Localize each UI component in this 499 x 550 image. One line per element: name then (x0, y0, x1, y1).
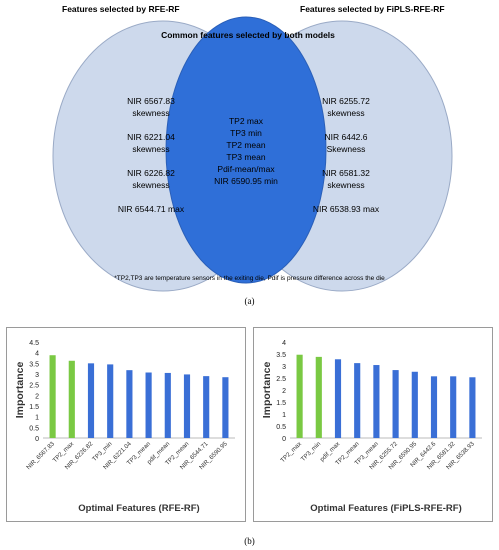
bar-NIR_6221.04 (126, 370, 133, 438)
venn-item: NIR 6567.83 (127, 96, 175, 106)
caption-a: (a) (244, 296, 255, 306)
left-set-title: Features selected by RFE-RF (62, 4, 180, 14)
bar-NIR_6442.6 (430, 376, 438, 438)
y-axis-label: Importance (261, 362, 273, 419)
right-set-title: Features selected by FiPLS-RFE-RF (300, 4, 445, 14)
common-set-ellipse (165, 16, 327, 284)
y-tick-label: 0.5 (29, 425, 39, 432)
x-tick-label: NIR_6567.83 (25, 440, 56, 471)
y-tick-label: 3 (282, 364, 286, 371)
bar-NIR_6255.72 (392, 370, 399, 438)
y-tick-label: 0 (282, 436, 286, 443)
y-tick-label: 3.5 (276, 352, 286, 359)
venn-item: NIR 6544.71 max (117, 204, 185, 214)
venn-footnote: *TP2,TP3 are temperature sensors in the … (114, 275, 385, 282)
venn-item: TP3 min (230, 128, 262, 138)
venn-item: NIR 6590.95 min (214, 176, 278, 186)
common-set-title: Common features selected by both models (161, 30, 335, 40)
y-tick-label: 4 (282, 340, 286, 347)
venn-item: skewness (132, 180, 170, 190)
y-tick-label: 1.5 (276, 400, 286, 407)
x-axis-label: Optimal Features (RFE-RF) (78, 503, 199, 514)
chart-rfe-rf-panel: 0 0.5 1 1.5 2 2.5 3 3.5 4 4.5 NIR_6567.83 TP2_max NI… (6, 327, 246, 522)
bar-TP3_mean (373, 365, 380, 438)
venn-item: NIR 6442.6 (324, 132, 368, 142)
y-tick-label: 3 (35, 372, 39, 379)
chart-rfe-rf: 00.511.522.533.544.5NIR_6567.83TP2_maxNI… (14, 340, 235, 514)
venn-item: skewness (327, 108, 365, 118)
venn-item: NIR 6221.04 (127, 132, 175, 142)
y-axis-label: Importance (14, 362, 26, 419)
left-set-items: NIR 6567.83 skewness NIR 6221.04 skewness NI… (96, 95, 206, 215)
caption-b: (b) (244, 536, 255, 546)
bar-TP3_min (107, 364, 114, 438)
bar-NIR_6581.32 (450, 376, 457, 438)
y-tick-label: 2 (282, 388, 286, 395)
venn-item: Skewness (326, 144, 366, 154)
bar-NIR_6590.95 (222, 377, 229, 438)
bar-pdif_mean (164, 372, 171, 438)
y-tick-label: 4.5 (29, 340, 39, 347)
x-tick-label: TP2_max (279, 440, 303, 464)
venn-item: skewness (132, 144, 170, 154)
chart-fipls-rfe-rf: 00.511.522.533.54TP2_maxTP3_minpdif_maxT… (261, 340, 482, 514)
venn-item: TP2 max (228, 116, 263, 126)
venn-item: NIR 6226.82 (127, 168, 175, 178)
bar-NIR_6538.93 (469, 377, 476, 438)
y-tick-label: 2.5 (29, 383, 39, 390)
bar-NIR_6567.83 (49, 355, 56, 438)
venn-shapes (52, 16, 453, 292)
venn-item: TP2 mean (226, 140, 266, 150)
bar-TP3_min (315, 356, 322, 438)
chart-fipls-rfe-rf-panel: 0 0.5 1 1.5 2 2.5 3 3.5 4 TP2_max TP3_min pdif_max T… (253, 327, 493, 522)
y-tick-label: 1.5 (29, 404, 39, 411)
y-tick-label: 2 (35, 393, 39, 400)
y-tick-label: 2.5 (276, 376, 286, 383)
common-set-items: TP2 max TP3 min TP2 mean TP3 mean Pdif-mean/… (178, 115, 314, 187)
venn-item: TP3 mean (226, 152, 266, 162)
bar-NIR_6544.71 (203, 376, 210, 438)
bar-TP2_max (296, 354, 303, 438)
bar-pdif_max (334, 359, 342, 438)
y-tick-label: 1 (282, 412, 286, 419)
bar-TP3_mean (145, 372, 152, 438)
venn-item: NIR 6538.93 max (312, 204, 380, 214)
bar-NIR_6226.82 (87, 363, 95, 438)
venn-item: NIR 6581.32 (322, 168, 370, 178)
venn-item: skewness (132, 108, 170, 118)
right-set-items: NIR 6255.72 skewness NIR 6442.6 Skewness NIR… (286, 95, 406, 215)
bar-TP2_max (68, 360, 75, 438)
bar-NIR_6590.95 (411, 371, 418, 438)
x-axis-label: Optimal Features (FiPLS-RFE-RF) (310, 503, 461, 514)
venn-item: Pdif-mean/max (217, 164, 275, 174)
y-tick-label: 4 (35, 351, 39, 358)
y-tick-label: 0.5 (276, 424, 286, 431)
bar-TP2_mean (183, 374, 191, 438)
bar-TP2_mean (354, 363, 361, 438)
y-tick-label: 1 (35, 415, 39, 422)
y-tick-label: 3.5 (29, 361, 39, 368)
venn-item: skewness (327, 180, 365, 190)
y-tick-label: 0 (35, 436, 39, 443)
venn-item: NIR 6255.72 (322, 96, 370, 106)
